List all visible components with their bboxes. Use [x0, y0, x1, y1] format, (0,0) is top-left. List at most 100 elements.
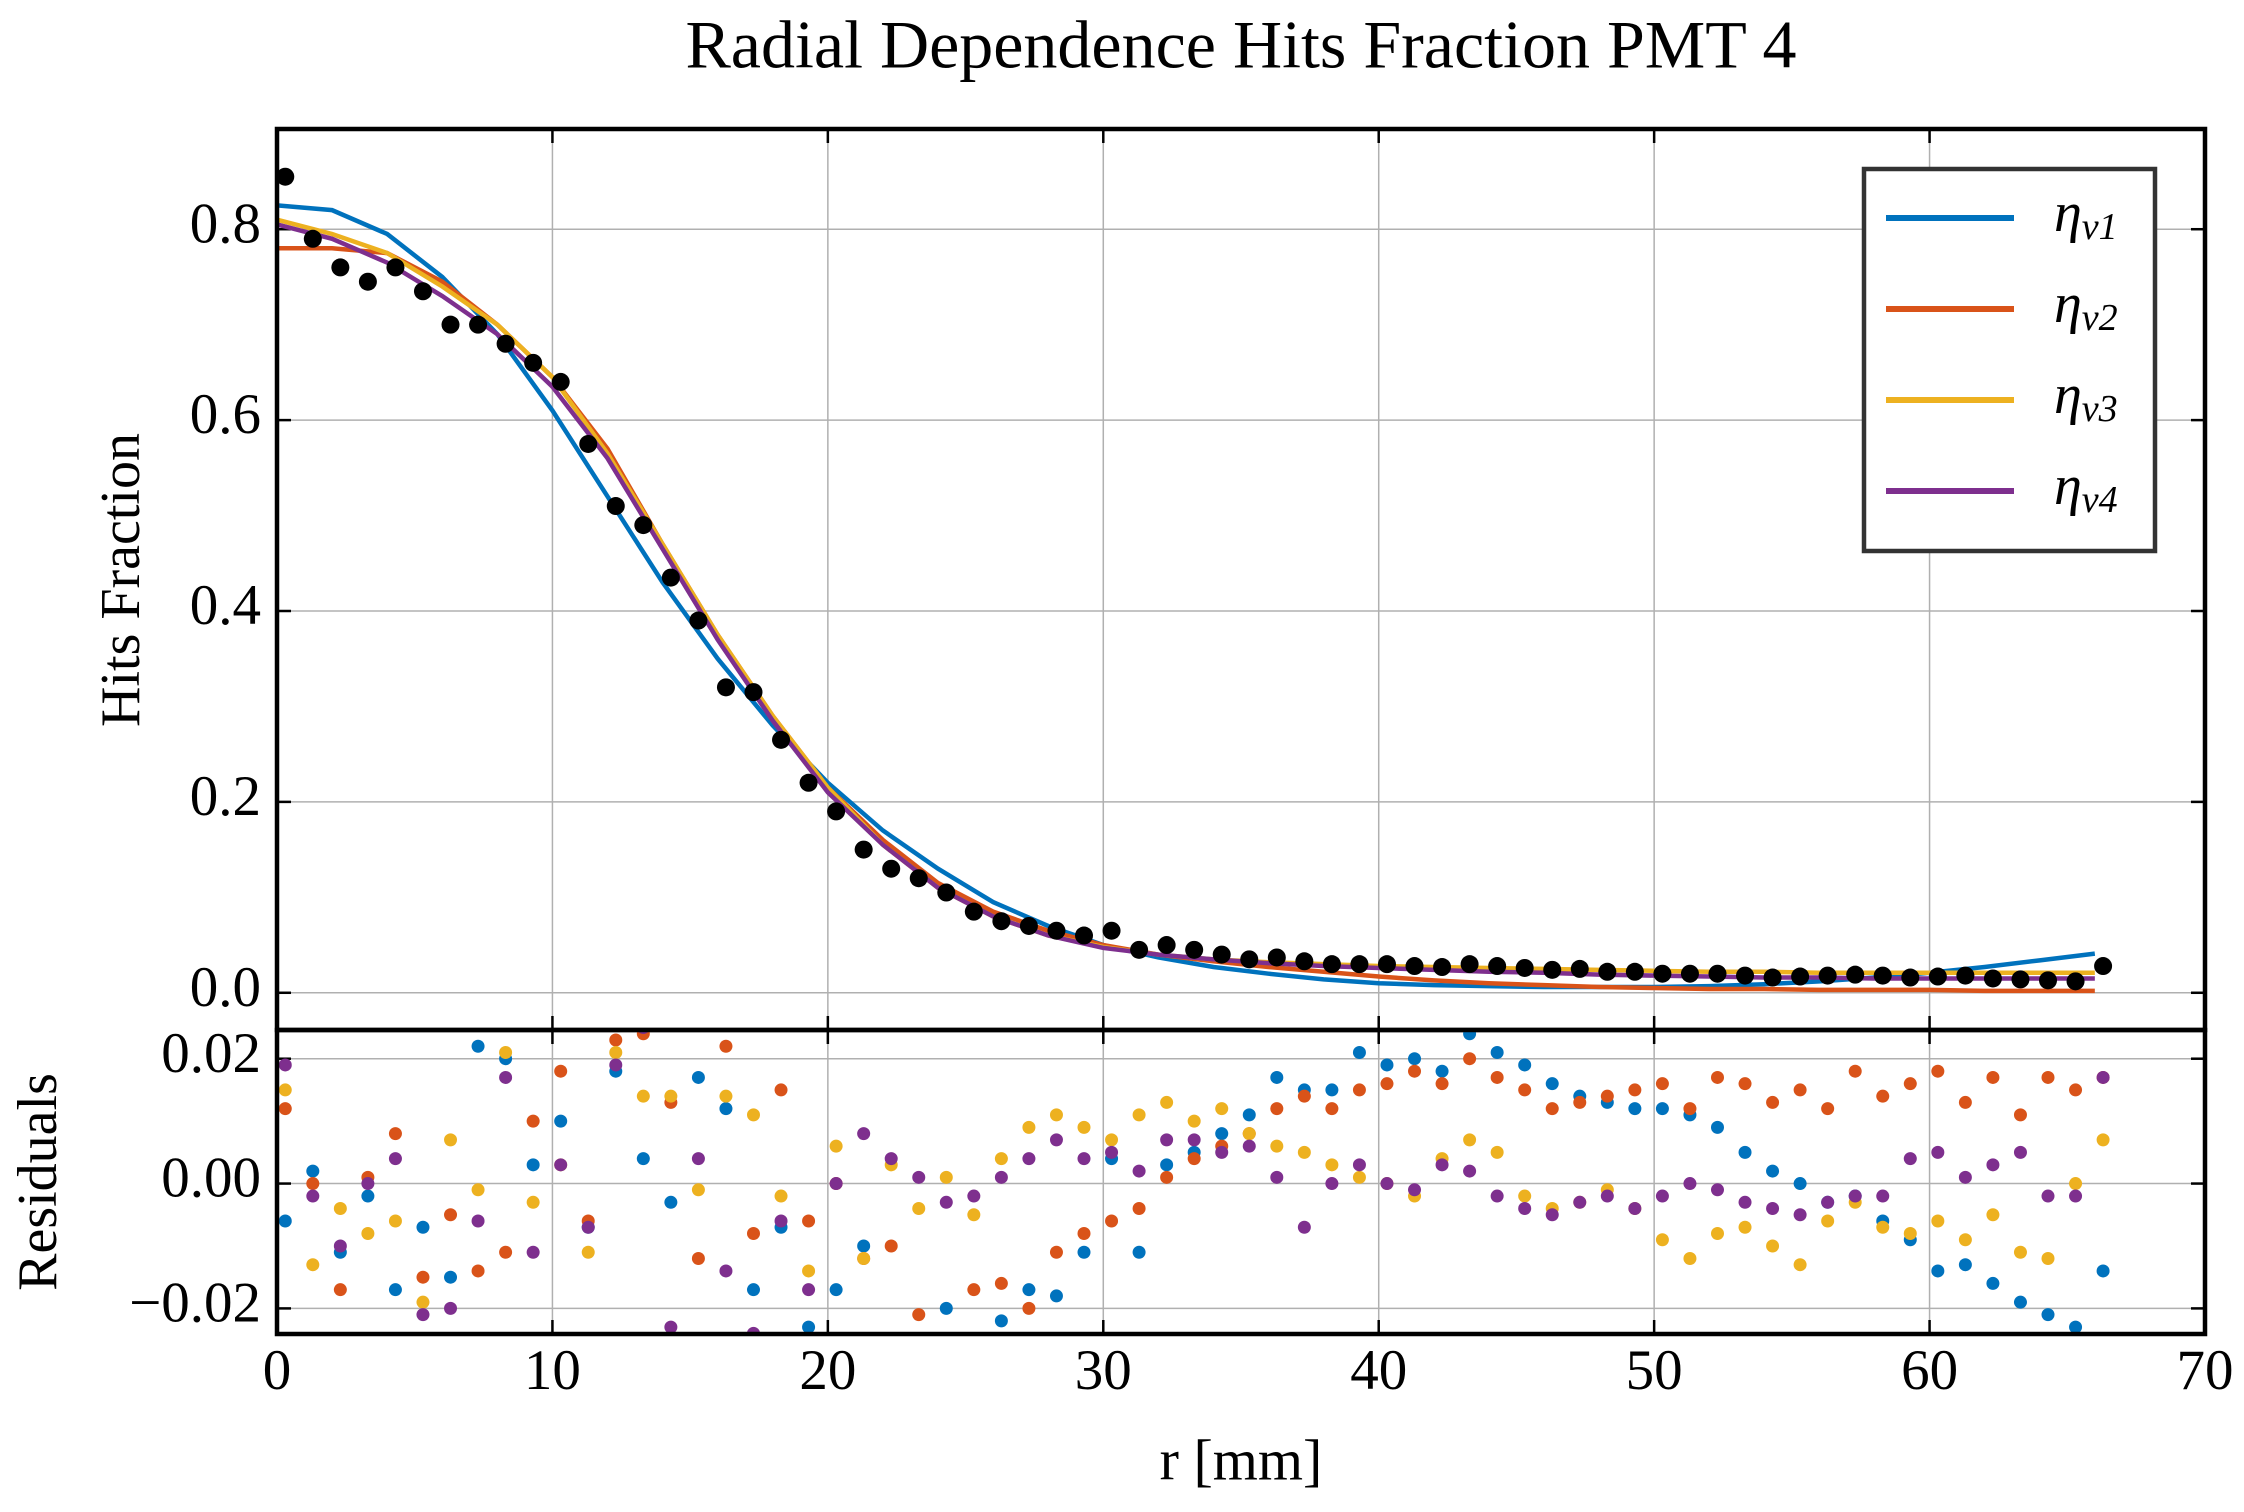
residual-point	[1160, 1170, 1174, 1184]
residual-point	[1821, 1102, 1835, 1116]
data-point	[744, 683, 763, 702]
residual-point	[829, 1177, 843, 1191]
residual-point	[912, 1202, 926, 1216]
residual-point	[1655, 1077, 1669, 1091]
residual-point	[1518, 1058, 1532, 1072]
x-tick-label: 70	[2177, 1339, 2234, 1402]
residual-point	[802, 1320, 816, 1334]
residual-point	[2069, 1083, 2083, 1097]
residual-point	[416, 1295, 430, 1309]
residual-point	[416, 1220, 430, 1234]
residual-point	[1049, 1133, 1063, 1147]
data-point	[1130, 940, 1149, 959]
residual-point	[1931, 1064, 1945, 1078]
residual-point	[1710, 1183, 1724, 1197]
residual-point	[1132, 1245, 1146, 1259]
residual-point	[664, 1089, 678, 1103]
fit-line	[277, 203, 2096, 990]
residual-point	[1958, 1258, 1972, 1272]
data-point	[1598, 962, 1617, 981]
residual-point	[691, 1183, 705, 1197]
data-point	[1267, 948, 1286, 967]
residual-point	[388, 1283, 402, 1297]
fit-line	[277, 217, 2095, 975]
residual-point	[1793, 1177, 1807, 1191]
data-point	[303, 229, 322, 248]
data-point	[1928, 967, 1947, 986]
residual-point	[1215, 1127, 1229, 1141]
residual-point	[1160, 1133, 1174, 1147]
residual-point	[1683, 1251, 1697, 1265]
residual-point	[1958, 1170, 1972, 1184]
data-point	[1350, 955, 1369, 974]
data-point	[1791, 967, 1810, 986]
residual-point	[471, 1183, 485, 1197]
residual-point	[2013, 1245, 2027, 1259]
residual-point	[499, 1045, 513, 1059]
residual-point	[278, 1102, 292, 1116]
residual-point	[2096, 1264, 2110, 1278]
residual-point	[1545, 1102, 1559, 1116]
data-point	[634, 516, 653, 535]
residual-point	[1986, 1276, 2000, 1290]
data-point	[1873, 966, 1892, 985]
residual-point	[1215, 1102, 1229, 1116]
residual-point	[1490, 1145, 1504, 1159]
residual-point	[2096, 1133, 2110, 1147]
data-point	[1680, 964, 1699, 983]
residual-point	[994, 1276, 1008, 1290]
data-point	[1956, 966, 1975, 985]
residual-point	[444, 1270, 458, 1284]
residual-point	[526, 1245, 540, 1259]
residual-point	[691, 1152, 705, 1166]
residual-point	[994, 1170, 1008, 1184]
residual-point	[554, 1064, 568, 1078]
residual-point	[306, 1164, 320, 1178]
residual-point	[802, 1264, 816, 1278]
data-point	[1102, 921, 1121, 940]
residual-point	[1628, 1083, 1642, 1097]
residual-point	[1105, 1145, 1119, 1159]
residual-point	[967, 1189, 981, 1203]
data-point	[606, 497, 625, 516]
data-point	[1846, 965, 1865, 984]
residual-point	[1903, 1226, 1917, 1240]
residual-point	[1518, 1202, 1532, 1216]
residual-point	[1958, 1095, 1972, 1109]
residual-point	[664, 1195, 678, 1209]
residual-point	[746, 1283, 760, 1297]
residual-point	[444, 1301, 458, 1315]
residual-point	[829, 1283, 843, 1297]
data-point	[937, 883, 956, 902]
residual-point	[499, 1070, 513, 1084]
residual-point	[857, 1239, 871, 1253]
residual-point	[2069, 1177, 2083, 1191]
residual-point	[388, 1214, 402, 1228]
residual-point	[554, 1114, 568, 1128]
data-point	[1405, 957, 1424, 976]
data-point	[1653, 964, 1672, 983]
data-point	[2039, 971, 2058, 990]
residual-point	[1931, 1145, 1945, 1159]
residual-point	[499, 1245, 513, 1259]
residual-point	[2013, 1295, 2027, 1309]
residual-point	[2013, 1108, 2027, 1122]
residual-point	[361, 1177, 375, 1191]
residual-point	[1545, 1077, 1559, 1091]
residual-point	[1600, 1189, 1614, 1203]
data-point	[799, 773, 818, 792]
residual-point	[1105, 1214, 1119, 1228]
residual-point	[1710, 1070, 1724, 1084]
residual-point	[1573, 1095, 1587, 1109]
residual-point	[278, 1083, 292, 1097]
data-point	[1019, 916, 1038, 935]
residual-point	[746, 1226, 760, 1240]
residual-point	[1215, 1145, 1229, 1159]
residual-point	[1986, 1158, 2000, 1172]
residual-point	[581, 1245, 595, 1259]
residual-point	[609, 1058, 623, 1072]
residual-point	[912, 1170, 926, 1184]
residual-point	[1463, 1133, 1477, 1147]
residual-point	[1187, 1114, 1201, 1128]
residual-point	[2041, 1251, 2055, 1265]
